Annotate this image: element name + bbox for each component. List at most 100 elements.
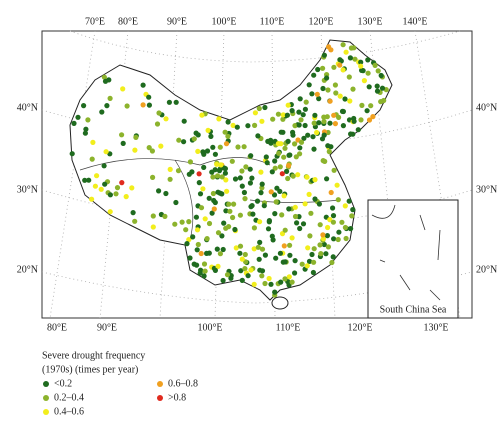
station-dot	[229, 158, 235, 164]
station-dot	[71, 120, 77, 126]
station-dot	[276, 150, 282, 156]
station-dot	[296, 122, 302, 128]
left-label: 20°N	[17, 264, 38, 275]
station-dot	[150, 224, 156, 230]
station-dot	[199, 112, 205, 118]
station-dot	[216, 168, 223, 174]
station-dot	[130, 210, 136, 216]
station-dot	[221, 165, 227, 171]
station-dot	[271, 192, 278, 198]
station-dot	[212, 151, 218, 157]
station-dot	[223, 177, 229, 183]
legend-label: 0.2–0.4	[54, 392, 84, 403]
station-dot	[184, 241, 190, 247]
station-dot	[245, 123, 251, 129]
station-dot	[364, 108, 370, 114]
legend-label: 0.6–0.8	[168, 378, 198, 389]
station-dot	[167, 166, 173, 172]
station-dot	[304, 263, 310, 269]
station-dot	[257, 219, 263, 225]
station-dot	[102, 181, 108, 187]
station-dot	[304, 174, 310, 180]
station-dot	[321, 114, 327, 120]
station-dot	[370, 114, 376, 120]
station-dot	[358, 117, 364, 123]
station-dot	[378, 72, 384, 79]
station-dot	[81, 103, 87, 109]
station-dot	[198, 205, 205, 211]
station-dot	[200, 186, 206, 192]
station-dot	[301, 135, 307, 141]
station-dot	[209, 210, 215, 216]
station-dot	[300, 221, 307, 227]
station-dot	[210, 190, 216, 197]
station-dot	[332, 82, 338, 88]
station-dot	[320, 236, 326, 242]
station-dot	[215, 189, 221, 195]
station-dot	[132, 218, 138, 224]
station-dot	[296, 109, 302, 115]
station-dot	[284, 112, 290, 118]
station-dot	[280, 259, 286, 265]
station-dot	[239, 183, 245, 189]
station-dot	[226, 224, 232, 230]
station-dot	[201, 164, 207, 170]
station-dot	[220, 277, 226, 284]
station-dot	[217, 251, 223, 257]
station-dot	[120, 140, 126, 146]
legend-swatch	[157, 381, 163, 387]
top-label: 120°E	[308, 16, 333, 27]
station-dot	[311, 259, 317, 265]
station-dot	[259, 118, 265, 124]
top-label: 90°E	[167, 16, 187, 27]
station-dot	[129, 185, 135, 191]
station-dot	[256, 105, 262, 112]
station-dot	[195, 132, 201, 138]
station-dot	[83, 126, 89, 132]
station-dot	[191, 136, 197, 142]
station-dot	[321, 132, 327, 138]
station-dot	[107, 192, 113, 198]
station-dot	[120, 86, 126, 92]
station-dot	[298, 117, 304, 123]
station-dot	[375, 68, 381, 74]
station-dot	[230, 214, 236, 221]
station-dot	[114, 185, 121, 191]
station-dot	[256, 256, 262, 262]
station-dot	[320, 232, 326, 238]
station-dot	[289, 235, 295, 241]
legend-title: (1970s) (times per year)	[42, 364, 138, 375]
station-dot	[99, 109, 105, 115]
station-dot	[103, 149, 109, 155]
station-dot	[347, 55, 353, 61]
station-dot	[366, 84, 372, 90]
station-dot	[366, 117, 373, 123]
station-dot	[297, 225, 303, 232]
station-dot	[104, 103, 110, 109]
station-dot	[280, 112, 286, 118]
station-dot	[292, 141, 298, 147]
station-dot	[358, 59, 364, 65]
station-dot	[218, 162, 224, 168]
station-dot	[201, 273, 207, 279]
bottom-label: 90°E	[97, 322, 117, 333]
station-dot	[94, 173, 100, 179]
station-dot	[201, 261, 208, 267]
station-dot	[350, 86, 356, 92]
station-dot	[237, 243, 244, 249]
station-dot	[194, 247, 200, 253]
station-dot	[223, 141, 230, 147]
station-dot	[82, 177, 88, 183]
station-dot	[317, 242, 323, 248]
station-dot	[317, 222, 323, 228]
station-dot	[287, 252, 293, 258]
station-dot	[348, 226, 354, 232]
station-dot	[204, 236, 210, 242]
station-dot	[309, 251, 315, 258]
station-dot	[316, 201, 322, 207]
station-dot	[302, 106, 308, 112]
station-dot	[258, 169, 264, 175]
station-dot	[232, 226, 238, 233]
station-dot	[210, 144, 216, 150]
station-dot	[150, 174, 156, 180]
